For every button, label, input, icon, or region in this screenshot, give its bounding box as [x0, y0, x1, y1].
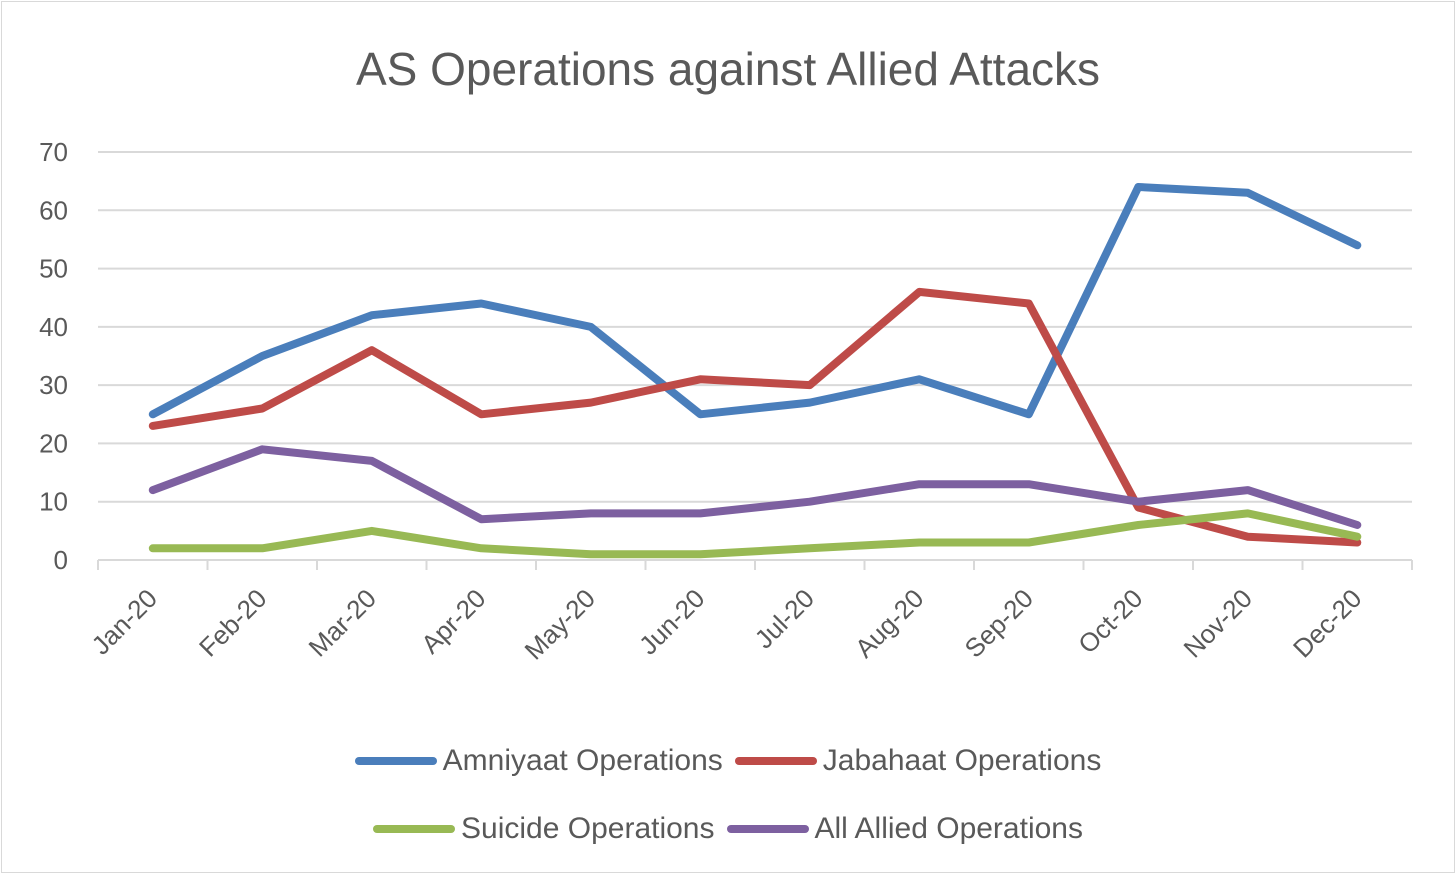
x-tick-label: Aug-20 — [849, 583, 929, 663]
legend-item-all-allied: All Allied Operations — [726, 812, 1083, 846]
x-tick-label: Jun-20 — [633, 583, 710, 660]
legend-label: Suicide Operations — [461, 812, 715, 845]
legend-row: Suicide Operations All Allied Operations — [2, 795, 1454, 863]
legend-item-amniyaat: Amniyaat Operations — [354, 744, 723, 778]
legend-item-suicide: Suicide Operations — [373, 812, 715, 846]
legend-label: Amniyaat Operations — [442, 744, 723, 777]
x-tick-label: Dec-20 — [1287, 583, 1367, 663]
x-tick-label: Sep-20 — [958, 583, 1038, 663]
y-tick-label: 60 — [39, 195, 68, 225]
x-tick-label: Mar-20 — [303, 583, 382, 662]
chart-title: AS Operations against Allied Attacks — [355, 43, 1101, 95]
x-tick-label: Nov-20 — [1178, 583, 1258, 663]
series-line-0 — [148, 183, 1362, 419]
y-tick-label: 10 — [39, 487, 68, 517]
x-tick-label: Apr-20 — [415, 583, 491, 659]
x-tick-label: Jan-20 — [86, 583, 163, 660]
legend-swatch — [726, 825, 809, 833]
legend-swatch — [734, 757, 817, 765]
x-tick-label: May-20 — [518, 583, 601, 666]
legend-swatch — [373, 825, 456, 833]
y-tick-label: 30 — [39, 370, 68, 400]
legend-label: Jabahaat Operations — [822, 744, 1102, 777]
series-line-3 — [148, 445, 1362, 529]
legend-label: All Allied Operations — [814, 812, 1083, 845]
legend: Amniyaat Operations Jabahaat Operations … — [2, 727, 1454, 863]
legend-item-jabahaat: Jabahaat Operations — [734, 744, 1102, 778]
x-tick-label: Jul-20 — [749, 583, 820, 654]
legend-swatch — [354, 757, 437, 765]
x-tick-label: Oct-20 — [1072, 583, 1148, 659]
y-tick-label: 70 — [39, 137, 68, 167]
y-tick-label: 0 — [54, 545, 68, 575]
series-line-2 — [148, 509, 1362, 559]
y-tick-label: 50 — [39, 254, 68, 284]
legend-row: Amniyaat Operations Jabahaat Operations — [2, 727, 1454, 795]
series-line-1 — [148, 287, 1362, 547]
y-tick-label: 20 — [39, 428, 68, 458]
y-tick-label: 40 — [39, 312, 68, 342]
x-tick-label: Feb-20 — [193, 583, 272, 662]
